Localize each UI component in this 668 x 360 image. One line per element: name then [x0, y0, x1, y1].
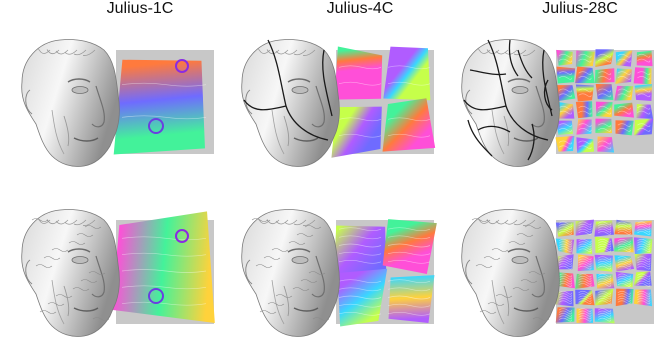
atlas-chart [575, 66, 595, 84]
atlas-chart [615, 120, 634, 136]
atlas-chart [383, 46, 431, 101]
atlas-chart [387, 275, 435, 323]
atlas-chart [382, 98, 436, 152]
atlas-chart [555, 290, 574, 307]
atlas-chart [597, 136, 615, 153]
panel-julius-4c-row1 [228, 20, 438, 170]
atlas-chart [556, 120, 573, 135]
atlas-chart [595, 101, 613, 118]
head-model [21, 209, 120, 337]
atlas-chart [614, 255, 635, 272]
atlas-chart [382, 219, 437, 275]
atlas-chart [614, 102, 635, 118]
column-title-1c: Julius-1C [106, 0, 174, 17]
texture-atlas [113, 50, 214, 155]
atlas-chart [633, 67, 652, 85]
panel-julius-1c-row1 [8, 20, 218, 170]
atlas-chart [112, 211, 215, 324]
atlas-chart [615, 288, 634, 307]
atlas-chart [555, 135, 575, 152]
atlas-chart [596, 273, 615, 289]
atlas-chart [575, 289, 595, 306]
atlas-chart [633, 289, 653, 307]
column-title-4c: Julius-4C [326, 0, 394, 17]
atlas-chart [595, 288, 614, 306]
atlas-chart [331, 106, 382, 158]
atlas-chart [636, 50, 653, 67]
atlas-chart [555, 307, 575, 323]
atlas-chart [595, 118, 613, 134]
atlas-chart [575, 219, 595, 236]
atlas-chart [113, 59, 207, 155]
texture-atlas [555, 49, 654, 154]
atlas-chart [575, 84, 594, 102]
atlas-chart [575, 101, 593, 119]
atlas-chart [634, 220, 652, 237]
atlas-chart [557, 272, 575, 289]
atlas-chart [594, 308, 615, 324]
atlas-chart [614, 85, 634, 101]
head-model [241, 209, 340, 337]
atlas-chart [634, 84, 653, 101]
atlas-chart [334, 46, 383, 100]
atlas-chart [556, 49, 573, 66]
texture-atlas [331, 46, 436, 158]
atlas-chart [333, 225, 387, 274]
head-model [241, 39, 340, 167]
atlas-chart [636, 104, 654, 119]
atlas-chart [633, 271, 652, 287]
head-model [461, 39, 560, 167]
atlas-chart [575, 50, 595, 67]
panel-julius-28c-row2 [448, 190, 658, 340]
atlas-chart [595, 49, 614, 68]
atlas-chart [595, 84, 614, 101]
atlas-chart [594, 254, 613, 272]
atlas-chart [555, 221, 574, 237]
atlas-chart [555, 101, 575, 119]
atlas-chart [595, 236, 614, 254]
atlas-chart [576, 308, 594, 323]
panel-julius-4c-row2 [228, 190, 438, 340]
chart-seams [243, 39, 333, 141]
atlas-chart [614, 237, 634, 253]
atlas-chart [634, 118, 654, 136]
chart-seams [463, 39, 553, 161]
atlas-chart [575, 273, 595, 289]
atlas-chart [577, 254, 594, 272]
atlas-chart [555, 238, 575, 255]
panel-julius-28c-row1 [448, 20, 658, 170]
atlas-chart [615, 271, 634, 288]
texture-atlas [333, 219, 437, 327]
column-title-28c: Julius-28C [542, 0, 618, 17]
atlas-chart [556, 66, 576, 84]
atlas-chart [614, 219, 633, 235]
atlas-chart [615, 50, 633, 67]
texture-atlas [555, 219, 654, 324]
atlas-chart [594, 220, 615, 237]
atlas-chart [576, 119, 592, 135]
atlas-chart [594, 68, 615, 84]
panel-julius-1c-row2 [8, 190, 218, 340]
texture-atlas [112, 211, 215, 324]
head-model [461, 209, 560, 337]
head-model [21, 39, 120, 167]
atlas-chart [337, 268, 388, 327]
atlas-chart [634, 253, 652, 271]
atlas-chart [555, 85, 576, 102]
atlas-chart [633, 237, 653, 255]
atlas-chart [576, 238, 593, 254]
atlas-chart [556, 254, 574, 270]
atlas-chart [615, 68, 632, 84]
atlas-chart [576, 137, 595, 153]
